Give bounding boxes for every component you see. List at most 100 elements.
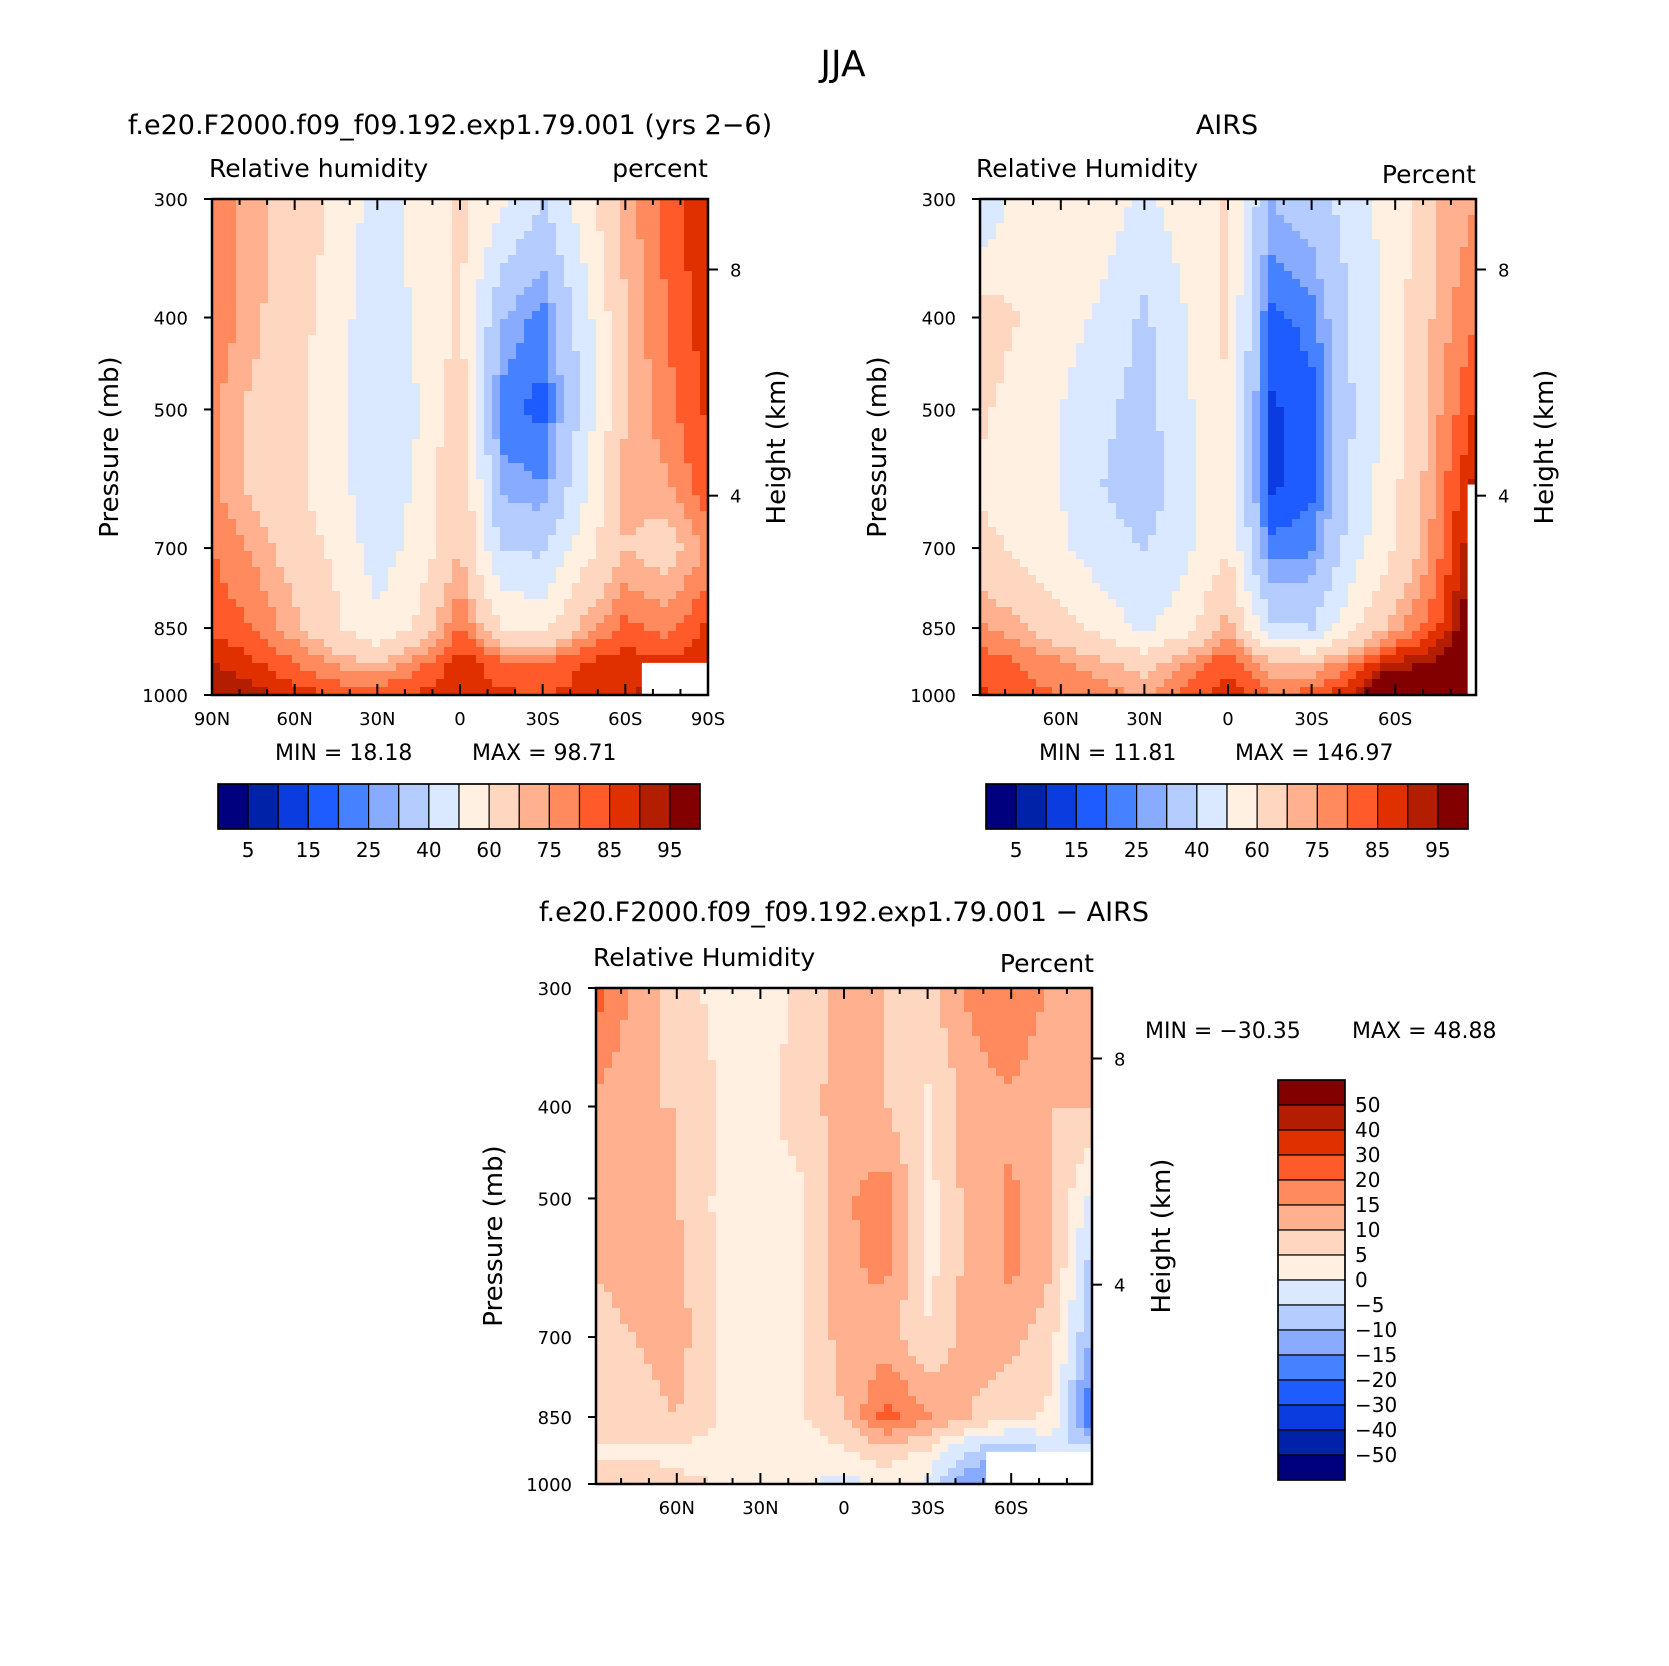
contour-cell <box>212 287 221 296</box>
contour-cell <box>212 679 221 688</box>
contour-cell <box>1204 271 1213 280</box>
contour-cell <box>228 599 237 608</box>
contour-cell <box>620 295 629 304</box>
contour-cell <box>540 287 549 296</box>
contour-cell <box>1412 263 1421 272</box>
contour-cell <box>260 631 269 640</box>
contour-cell <box>1284 279 1293 288</box>
contour-cell <box>236 503 245 512</box>
contour-cell <box>332 671 341 680</box>
contour-cell <box>1060 271 1069 280</box>
contour-cell <box>220 287 229 296</box>
contour-cell <box>692 231 701 240</box>
contour-cell <box>1380 271 1389 280</box>
contour-cell <box>620 335 629 344</box>
contour-cell <box>268 631 277 640</box>
contour-cell <box>340 559 349 568</box>
contour-cell <box>652 415 661 424</box>
contour-cell <box>324 351 333 360</box>
contour-cell <box>1228 239 1237 248</box>
contour-cell <box>548 239 557 248</box>
contour-cell <box>260 359 269 368</box>
contour-cell <box>364 487 373 496</box>
contour-cell <box>564 287 573 296</box>
contour-cell <box>700 407 709 416</box>
contour-cell <box>612 455 621 464</box>
contour-cell <box>412 263 421 272</box>
contour-cell <box>548 407 557 416</box>
contour-cell <box>292 391 301 400</box>
contour-cell <box>1388 303 1397 312</box>
contour-cell <box>1436 271 1445 280</box>
contour-cell <box>516 671 525 680</box>
contour-cell <box>484 615 493 624</box>
contour-cell <box>676 591 685 600</box>
contour-cell <box>684 623 693 632</box>
contour-cell <box>660 327 669 336</box>
colorbar-box <box>488 783 520 830</box>
contour-cell <box>636 679 645 688</box>
contour-cell <box>516 319 525 328</box>
contour-cell <box>1300 215 1309 224</box>
contour-cell <box>276 631 285 640</box>
contour-cell <box>516 583 525 592</box>
contour-cell <box>364 455 373 464</box>
contour-cell <box>1300 239 1309 248</box>
contour-cell <box>308 639 317 648</box>
contour-cell <box>284 391 293 400</box>
contour-cell <box>252 327 261 336</box>
contour-cell <box>316 551 325 560</box>
contour-cell <box>1420 303 1429 312</box>
contour-cell <box>1044 255 1053 264</box>
contour-cell <box>420 607 429 616</box>
contour-cell <box>460 231 469 240</box>
contour-cell <box>668 391 677 400</box>
contour-cell <box>276 583 285 592</box>
contour-cell <box>292 399 301 408</box>
contour-cell <box>644 559 653 568</box>
contour-cell <box>1284 319 1293 328</box>
contour-cell <box>484 263 493 272</box>
contour-cell <box>252 351 261 360</box>
contour-cell <box>676 559 685 568</box>
contour-cell <box>324 375 333 384</box>
contour-cell <box>1292 279 1301 288</box>
contour-cell <box>628 615 637 624</box>
contour-cell <box>1012 303 1021 312</box>
contour-cell <box>396 551 405 560</box>
contour-cell <box>1276 327 1285 336</box>
contour-cell <box>580 319 589 328</box>
contour-cell <box>396 343 405 352</box>
contour-cell <box>1116 303 1125 312</box>
contour-cell <box>660 583 669 592</box>
contour-cell <box>452 455 461 464</box>
contour-cell <box>652 367 661 376</box>
contour-cell <box>420 319 429 328</box>
contour-cell <box>1268 239 1277 248</box>
contour-cell <box>636 655 645 664</box>
contour-cell <box>340 631 349 640</box>
contour-cell <box>276 327 285 336</box>
contour-cell <box>284 575 293 584</box>
contour-cell <box>580 207 589 216</box>
contour-cell <box>564 679 573 688</box>
contour-cell <box>220 535 229 544</box>
contour-cell <box>612 447 621 456</box>
contour-cell <box>268 679 277 688</box>
contour-cell <box>308 527 317 536</box>
contour-cell <box>324 407 333 416</box>
contour-cell <box>988 271 997 280</box>
contour-cell <box>276 399 285 408</box>
contour-cell <box>244 575 253 584</box>
contour-cell <box>516 687 525 696</box>
contour-cell <box>468 679 477 688</box>
contour-cell <box>324 343 333 352</box>
contour-cell <box>428 271 437 280</box>
contour-cell <box>524 415 533 424</box>
contour-cell <box>596 423 605 432</box>
contour-cell <box>292 271 301 280</box>
contour-cell <box>444 423 453 432</box>
contour-cell <box>444 575 453 584</box>
contour-cell <box>388 383 397 392</box>
contour-cell <box>636 271 645 280</box>
